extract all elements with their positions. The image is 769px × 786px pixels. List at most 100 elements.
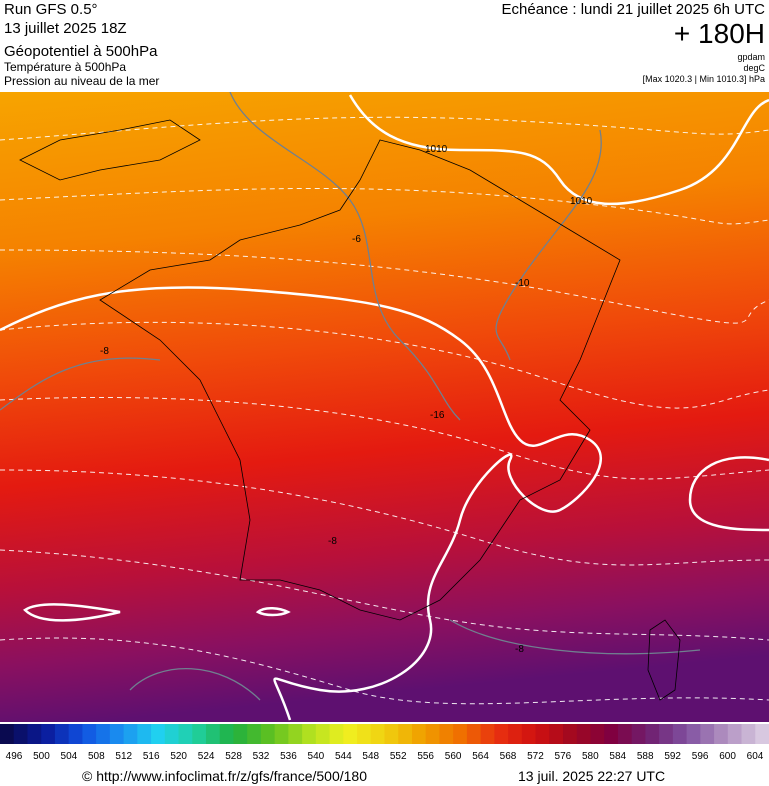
colorbar-swatch: [398, 724, 413, 744]
colorbar-swatch: [494, 724, 509, 744]
colorbar-swatch: [384, 724, 399, 744]
colorbar-swatch: [727, 724, 743, 744]
colorbar-swatch: [68, 724, 83, 744]
hour: + 180H: [674, 18, 765, 49]
contour-labels: 1010 1010 -6 -8 -10 -16 -8 -8: [100, 144, 593, 655]
colorbar-label: 520: [170, 751, 187, 762]
colorbar-label: 496: [6, 751, 23, 762]
contour-label: 1010: [425, 144, 448, 155]
contour-label: -8: [328, 536, 337, 547]
run-date: 13 juillet 2025 18Z: [4, 20, 127, 37]
colorbar-label: 536: [280, 751, 297, 762]
colorbar: 496 500 504 508 512 516 520 524 528 532 536 540 544 5…: [0, 724, 769, 762]
colorbar-swatch: [590, 724, 605, 744]
colorbar-swatch: [192, 724, 207, 744]
colorbar-swatch: [123, 724, 138, 744]
colorbar-label: 532: [253, 751, 270, 762]
colorbar-swatch: [151, 724, 166, 744]
field: Géopotentiel à 500hPa: [4, 43, 158, 60]
colorbar-swatch: [233, 724, 248, 744]
colorbar-label: 508: [88, 751, 105, 762]
colorbar-swatch: [247, 724, 262, 744]
unit: [Max 1020.3 | Min 1010.3] hPa: [643, 74, 765, 84]
date: 13 juil. 2025 22:27 UTC: [518, 768, 665, 784]
source: © http://www.infoclimat.fr/z/gfs/france/…: [82, 768, 367, 784]
colorbar-label: 564: [472, 751, 489, 762]
colorbar-swatch: [370, 724, 385, 744]
colorbar-swatch: [453, 724, 468, 744]
colorbar-swatch: [617, 724, 633, 744]
colorbar-swatch: [288, 724, 303, 744]
colorbar-swatch: [563, 724, 578, 744]
contour-label: -8: [100, 346, 109, 357]
colorbar-label: 600: [719, 751, 736, 762]
colorbar-swatch: [274, 724, 289, 744]
temperature-contours: [0, 116, 769, 705]
map: 1010 1010 -6 -8 -10 -16 -8 -8: [0, 92, 769, 722]
colorbar-swatch: [508, 724, 523, 744]
colorbar-swatch: [343, 724, 358, 744]
colorbar-swatch: [425, 724, 440, 744]
contour-label: 1010: [570, 196, 593, 207]
colorbar-swatch: [137, 724, 152, 744]
colorbar-swatch: [535, 724, 550, 744]
colorbar-label: 604: [747, 751, 764, 762]
contour-label: -8: [515, 644, 524, 655]
colorbar-label: 516: [143, 751, 160, 762]
colorbar-label: 592: [664, 751, 681, 762]
colorbar-swatch: [659, 724, 674, 744]
colorbar-swatch: [82, 724, 97, 744]
colorbar-label: 572: [527, 751, 544, 762]
contour-label: -6: [352, 234, 361, 245]
colorbar-label: 560: [445, 751, 462, 762]
colorbar-swatch: [521, 724, 537, 744]
colorbar-swatch: [54, 724, 70, 744]
colorbar-swatch: [109, 724, 125, 744]
colorbar-label: 596: [692, 751, 709, 762]
colorbar-label: 556: [417, 751, 434, 762]
unit: gpdam: [737, 52, 765, 62]
colorbar-swatch: [27, 724, 42, 744]
colorbar-label: 588: [637, 751, 654, 762]
colorbar-swatch: [549, 724, 564, 744]
colorbar-swatch: [219, 724, 234, 744]
colorbar-label: 528: [225, 751, 242, 762]
colorbar-label: 576: [555, 751, 572, 762]
colorbar-swatch: [357, 724, 372, 744]
colorbar-swatch: [302, 724, 317, 744]
borders: [19, 119, 681, 701]
footer: © http://www.infoclimat.fr/z/gfs/france/…: [82, 768, 665, 784]
colorbar-label: 524: [198, 751, 215, 762]
pressure-contours: [0, 94, 769, 721]
contour-label: -10: [515, 278, 530, 289]
colorbar-swatch: [645, 724, 660, 744]
colorbar-label: 500: [33, 751, 50, 762]
colorbar-label: 548: [362, 751, 379, 762]
colorbar-label: 568: [500, 751, 517, 762]
colorbar-swatch: [686, 724, 701, 744]
colorbar-swatch: [714, 724, 729, 744]
colorbar-swatch: [672, 724, 688, 744]
unit: degC: [743, 63, 765, 73]
colorbar-swatch: [631, 724, 646, 744]
colorbar-swatch: [13, 724, 28, 744]
colorbar-swatch: [466, 724, 482, 744]
colorbar-swatch: [178, 724, 193, 744]
colorbar-swatch: [576, 724, 591, 744]
run: Run GFS 0.5°: [4, 1, 98, 18]
colorbar-swatch: [480, 724, 495, 744]
colorbar-label: 584: [609, 751, 626, 762]
geopotential-contours: [0, 92, 701, 701]
colorbar-label: 540: [308, 751, 325, 762]
colorbar-swatch: [164, 724, 180, 744]
colorbar-label: 552: [390, 751, 407, 762]
colorbar-swatch: [0, 724, 15, 744]
colorbar-swatch: [604, 724, 619, 744]
colorbar-swatch: [205, 724, 221, 744]
echeance: Echéance : lundi 21 juillet 2025 6h UTC: [502, 1, 766, 18]
colorbar-swatch: [260, 724, 276, 744]
field-background: [0, 92, 769, 722]
header: Run GFS 0.5° 13 juillet 2025 18Z Géopote…: [4, 1, 766, 88]
colorbar-swatch: [700, 724, 715, 744]
